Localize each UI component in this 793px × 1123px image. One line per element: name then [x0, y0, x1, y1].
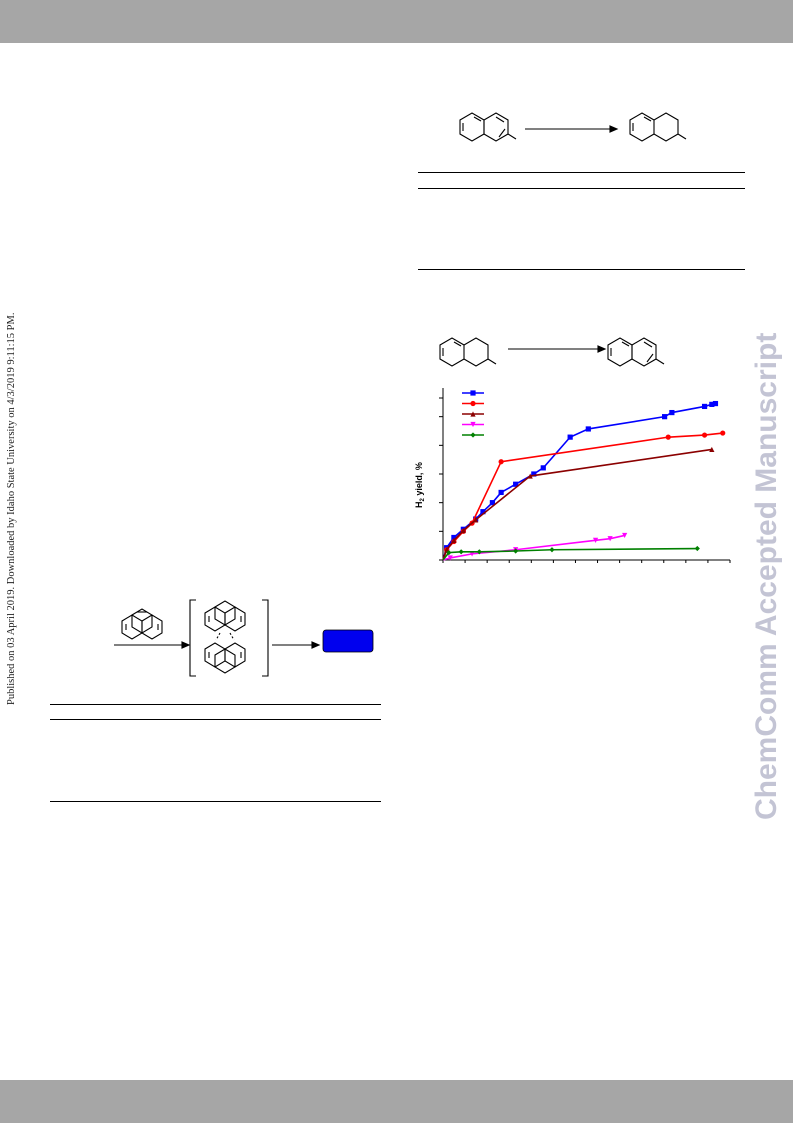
product-box — [322, 629, 374, 653]
data-point — [669, 409, 675, 416]
table-rule-bottom — [418, 269, 745, 270]
footer-band — [0, 1080, 793, 1123]
data-point — [527, 473, 533, 479]
data-point — [460, 527, 466, 534]
data-point — [498, 459, 504, 465]
data-point — [607, 536, 613, 542]
data-point — [458, 549, 464, 555]
data-point — [470, 411, 476, 417]
table-rule-top-left — [50, 704, 381, 705]
table-rule-top — [418, 172, 745, 173]
legend-entry — [462, 432, 484, 438]
series-4 — [442, 532, 628, 561]
series-line — [442, 448, 712, 561]
data-point — [622, 532, 628, 539]
data-point — [447, 555, 453, 561]
data-point — [567, 434, 573, 440]
data-point — [480, 509, 486, 515]
data-point — [498, 489, 504, 496]
data-point — [665, 434, 671, 440]
data-point — [709, 401, 715, 407]
data-point — [513, 481, 519, 487]
series-line — [442, 402, 716, 561]
data-point — [701, 403, 708, 410]
data-point — [662, 414, 668, 420]
header-band — [0, 0, 793, 43]
scheme-hydrogenation — [459, 112, 687, 142]
data-point — [470, 390, 476, 396]
data-point — [709, 446, 715, 453]
data-point — [712, 400, 719, 407]
data-point — [451, 537, 457, 543]
data-point — [720, 430, 726, 436]
data-point — [549, 547, 555, 553]
y-axis-label: H2 yield, % — [414, 462, 426, 508]
data-point — [694, 545, 700, 552]
publication-note: Published on 03 April 2019. Downloaded b… — [6, 312, 17, 705]
data-point — [451, 534, 457, 541]
data-point — [701, 432, 708, 438]
scheme-dehydrogenation — [439, 337, 665, 367]
series-2 — [442, 430, 726, 561]
series-1 — [442, 400, 719, 561]
table-rule-mid-left — [50, 719, 381, 720]
series-line — [442, 432, 723, 561]
data-point — [540, 465, 546, 471]
legend-entry — [462, 400, 484, 407]
series-3 — [442, 446, 715, 561]
table-rule-mid — [418, 188, 745, 189]
data-point — [470, 432, 476, 438]
accepted-manuscript-watermark: ChemComm Accepted Manuscript — [750, 332, 783, 820]
data-point — [473, 517, 479, 523]
data-point — [470, 400, 476, 407]
series-line — [442, 547, 698, 561]
data-point — [489, 500, 496, 506]
data-point — [531, 471, 537, 477]
legend-entry — [462, 421, 484, 428]
data-point — [585, 426, 591, 432]
data-point — [592, 537, 599, 543]
h2-yield-chart: H2 yield, % — [414, 388, 731, 563]
scheme-phenanthrene — [114, 599, 374, 677]
data-point — [470, 421, 476, 428]
legend-entry — [462, 390, 484, 396]
table-rule-bottom-left — [50, 801, 381, 802]
legend-entry — [462, 411, 484, 417]
